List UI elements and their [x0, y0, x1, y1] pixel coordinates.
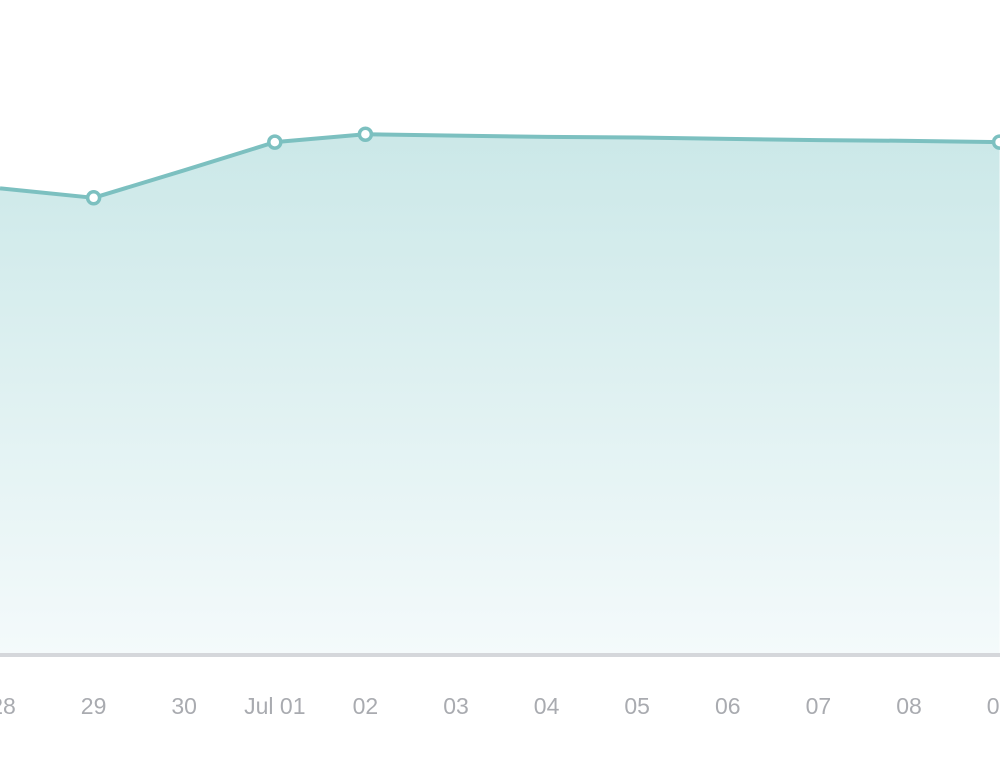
area-fill: [0, 134, 1000, 655]
x-tick-label: 29: [81, 693, 107, 719]
data-point-marker: [267, 134, 283, 150]
data-point-marker: [85, 190, 102, 206]
x-tick-label: 07: [806, 693, 832, 719]
x-tick-label: 03: [443, 693, 469, 719]
data-point-marker: [991, 134, 1000, 150]
x-tick-label: 09: [987, 693, 1000, 719]
data-point-marker: [357, 126, 374, 143]
x-tick-label: 30: [171, 693, 197, 719]
x-tick-label: 06: [715, 693, 741, 719]
x-tick-label: 04: [534, 693, 560, 719]
x-tick-label: 05: [624, 693, 650, 719]
x-tick-label: Jul 01: [244, 693, 305, 719]
x-tick-label: 28: [0, 693, 16, 719]
x-tick-label: 02: [353, 693, 379, 719]
x-tick-label: 08: [896, 693, 922, 719]
